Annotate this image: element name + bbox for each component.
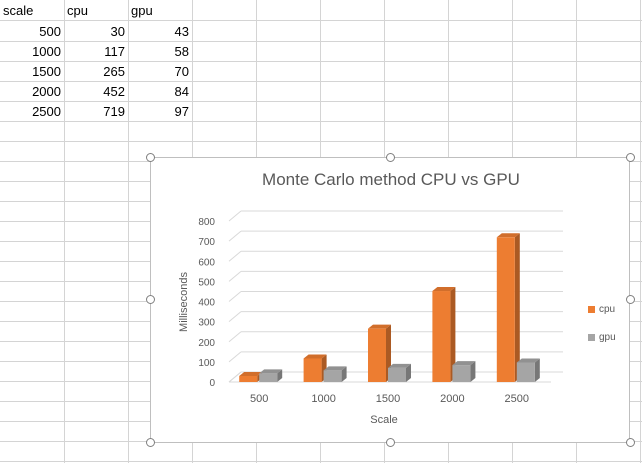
y-tick-label: 200 [198, 338, 215, 349]
cell-gpu[interactable]: 43 [174, 24, 189, 39]
row-divider [0, 20, 642, 21]
resize-handle-bottom-left[interactable] [146, 438, 155, 447]
y-tick-label: 700 [198, 237, 215, 248]
cell-cpu[interactable]: 30 [110, 24, 125, 39]
row-divider [0, 141, 642, 142]
gridline-diagonal [228, 351, 242, 363]
bar-side-gpu-1000 [341, 366, 347, 382]
column-divider [64, 0, 65, 463]
legend-item-cpu: cpu [588, 301, 616, 317]
x-tick-label: 1000 [311, 393, 335, 405]
chart-plot-area: 0 100 200 300 400 500 600 700 800 500 1000 1500 2000… [178, 210, 563, 426]
bar-side-gpu-2000 [470, 361, 476, 382]
cell-cpu[interactable]: 117 [104, 44, 125, 59]
cell-scale[interactable]: 2000 [32, 84, 61, 99]
row-divider [0, 121, 642, 122]
bar-top-cpu-2000 [432, 287, 456, 292]
cell-cpu[interactable]: 265 [103, 64, 125, 79]
gridline-diagonal [228, 250, 242, 262]
bar-top-gpu-500 [259, 369, 283, 374]
bar-side-gpu-1500 [406, 363, 411, 382]
bar-side-cpu-2500 [514, 233, 520, 382]
cell-scale[interactable]: 500 [39, 24, 61, 39]
chart-legend[interactable]: cpu gpu [588, 301, 616, 357]
cell-header-gpu[interactable]: gpu [131, 3, 153, 18]
bar-top-gpu-2500 [516, 358, 540, 363]
legend-swatch-cpu [588, 305, 595, 313]
x-axis-title: Scale [370, 414, 398, 426]
bar-top-gpu-1000 [323, 366, 347, 371]
resize-handle-top-right[interactable] [626, 153, 635, 162]
y-tick-label: 300 [198, 318, 215, 329]
cell-cpu[interactable]: 719 [103, 104, 125, 119]
column-divider [128, 0, 129, 463]
row-divider [0, 81, 642, 82]
y-tick-label: 0 [209, 378, 215, 389]
bar-cpu-1500 [368, 328, 386, 382]
y-tick-label: 400 [198, 298, 215, 309]
bar-top-cpu-2500 [496, 233, 520, 238]
legend-item-gpu: gpu [588, 329, 616, 345]
cell-scale[interactable]: 1000 [32, 44, 61, 59]
y-axis-title: Milliseconds [178, 272, 190, 332]
cell-scale[interactable]: 2500 [32, 104, 61, 119]
cell-header-cpu[interactable]: cpu [67, 3, 88, 18]
resize-handle-bottom-right[interactable] [626, 438, 635, 447]
resize-handle-top-left[interactable] [146, 153, 155, 162]
cell-scale[interactable]: 1500 [32, 64, 61, 79]
row-divider [0, 61, 642, 62]
bar-gpu-2500 [516, 362, 535, 382]
gridline-diagonal [228, 371, 242, 383]
gridline-diagonal [228, 230, 242, 242]
bar-cpu-2000 [432, 291, 451, 382]
x-tick-label: 2000 [440, 393, 464, 405]
bar-top-cpu-1000 [303, 354, 327, 359]
bar-gpu-500 [259, 373, 278, 382]
bar-gpu-1500 [388, 367, 406, 382]
x-tick-label: 1500 [376, 393, 400, 405]
row-divider [0, 101, 642, 102]
cell-header-scale[interactable]: scale [3, 3, 34, 18]
bar-gpu-2000 [452, 365, 471, 382]
cell-gpu[interactable]: 97 [174, 104, 189, 119]
cell-gpu[interactable]: 58 [174, 44, 189, 59]
resize-handle-bottom[interactable] [386, 438, 395, 447]
legend-swatch-gpu [588, 333, 595, 341]
chart-title[interactable]: Monte Carlo method CPU vs GPU [262, 170, 520, 189]
row-divider [0, 41, 642, 42]
bar-cpu-1000 [303, 358, 322, 382]
x-tick-label: 500 [250, 393, 268, 405]
cell-gpu[interactable]: 70 [174, 64, 189, 79]
legend-label-cpu: cpu [599, 303, 616, 315]
bar-gpu-1000 [323, 370, 342, 382]
bar-top-cpu-1500 [368, 324, 391, 329]
resize-handle-right[interactable] [626, 295, 635, 304]
y-tick-label: 600 [198, 257, 215, 268]
cell-cpu[interactable]: 452 [103, 84, 125, 99]
legend-label-gpu: gpu [599, 331, 616, 343]
bar-top-cpu-500 [239, 371, 263, 376]
y-tick-label: 500 [198, 277, 215, 288]
y-tick-label: 100 [198, 358, 215, 369]
bar-top-gpu-1500 [388, 363, 411, 368]
resize-handle-left[interactable] [146, 295, 155, 304]
x-tick-label: 2500 [505, 393, 529, 405]
y-tick-label: 800 [198, 217, 215, 228]
gridline-diagonal [228, 270, 242, 282]
bar-cpu-2500 [496, 237, 515, 382]
bar-side-gpu-2500 [534, 358, 540, 382]
gridline-diagonal [228, 291, 242, 302]
gridline-diagonal [228, 210, 242, 222]
row-divider [0, 461, 642, 462]
gridline-diagonal [228, 311, 242, 323]
bar-cpu-500 [239, 375, 258, 382]
resize-handle-top[interactable] [386, 153, 395, 162]
bar-side-gpu-500 [277, 369, 283, 382]
bar-top-gpu-2000 [452, 361, 476, 366]
column-divider [640, 0, 641, 463]
cell-gpu[interactable]: 84 [174, 84, 189, 99]
chart-object[interactable]: 0 100 200 300 400 500 600 700 800 500 1000 1500 2000… [150, 157, 630, 443]
gridline-diagonal [228, 331, 242, 343]
bar-side-cpu-2000 [450, 287, 456, 382]
